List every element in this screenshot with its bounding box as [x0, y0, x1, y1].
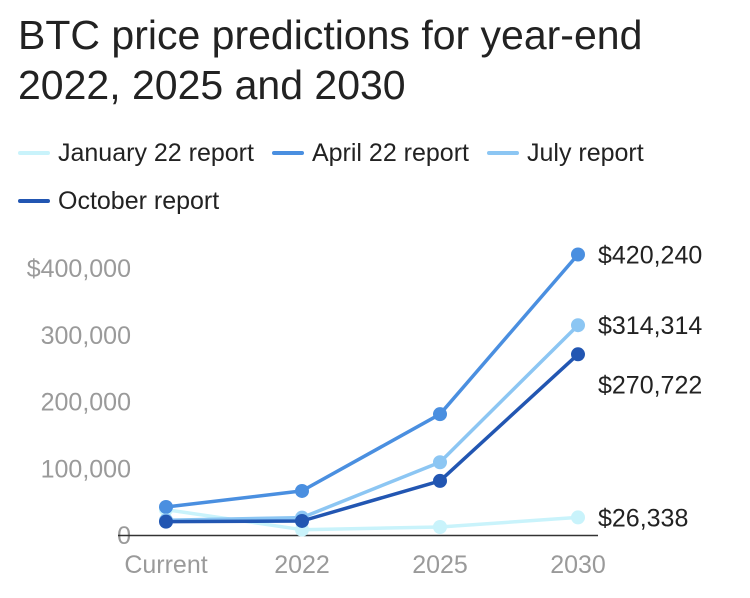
series-line [165, 253, 580, 509]
x-tick-label: Current [124, 551, 207, 579]
x-tick-label: 2025 [412, 551, 468, 579]
data-point [571, 247, 585, 262]
data-point [433, 407, 447, 422]
y-tick-label: 100,000 [41, 455, 131, 483]
legend-item-july[interactable]: July report [486, 138, 644, 168]
legend-label-july: July report [526, 138, 644, 167]
legend-label-april: April 22 report [311, 138, 469, 167]
x-tick-label: 2022 [274, 551, 330, 579]
series-line [165, 323, 580, 523]
legend-item-april[interactable]: April 22 report [271, 138, 469, 168]
legend-item-january[interactable]: January 22 report [18, 138, 254, 168]
end-value-label: $420,240 [598, 241, 702, 269]
data-point [159, 499, 173, 514]
legend: January 22 report April 22 report July r… [18, 138, 738, 216]
legend-swatch-april [271, 151, 304, 155]
data-point [433, 455, 447, 470]
end-value-label: $270,722 [598, 371, 702, 399]
end-value-label: $314,314 [598, 312, 702, 340]
legend-swatch-october [18, 199, 50, 203]
chart-title: BTC price predictions for year-end 2022,… [18, 12, 643, 108]
y-tick-label: $400,000 [27, 255, 131, 283]
series-line [165, 353, 580, 524]
legend-label-october: October report [58, 186, 220, 215]
data-point [571, 510, 585, 525]
legend-swatch-january [18, 151, 50, 155]
data-point [571, 318, 585, 333]
data-point [295, 483, 309, 498]
y-tick-label: 300,000 [41, 322, 131, 350]
data-point [295, 513, 309, 528]
data-point [433, 519, 447, 534]
legend-swatch-july [486, 151, 519, 155]
legend-item-october[interactable]: October report [18, 186, 219, 216]
y-tick-label: 200,000 [41, 389, 131, 417]
x-tick-label: 2030 [550, 551, 606, 579]
data-point [571, 347, 585, 362]
data-point [159, 514, 173, 529]
end-value-label: $26,338 [598, 504, 688, 532]
legend-label-january: January 22 report [58, 138, 254, 167]
data-point [433, 473, 447, 488]
